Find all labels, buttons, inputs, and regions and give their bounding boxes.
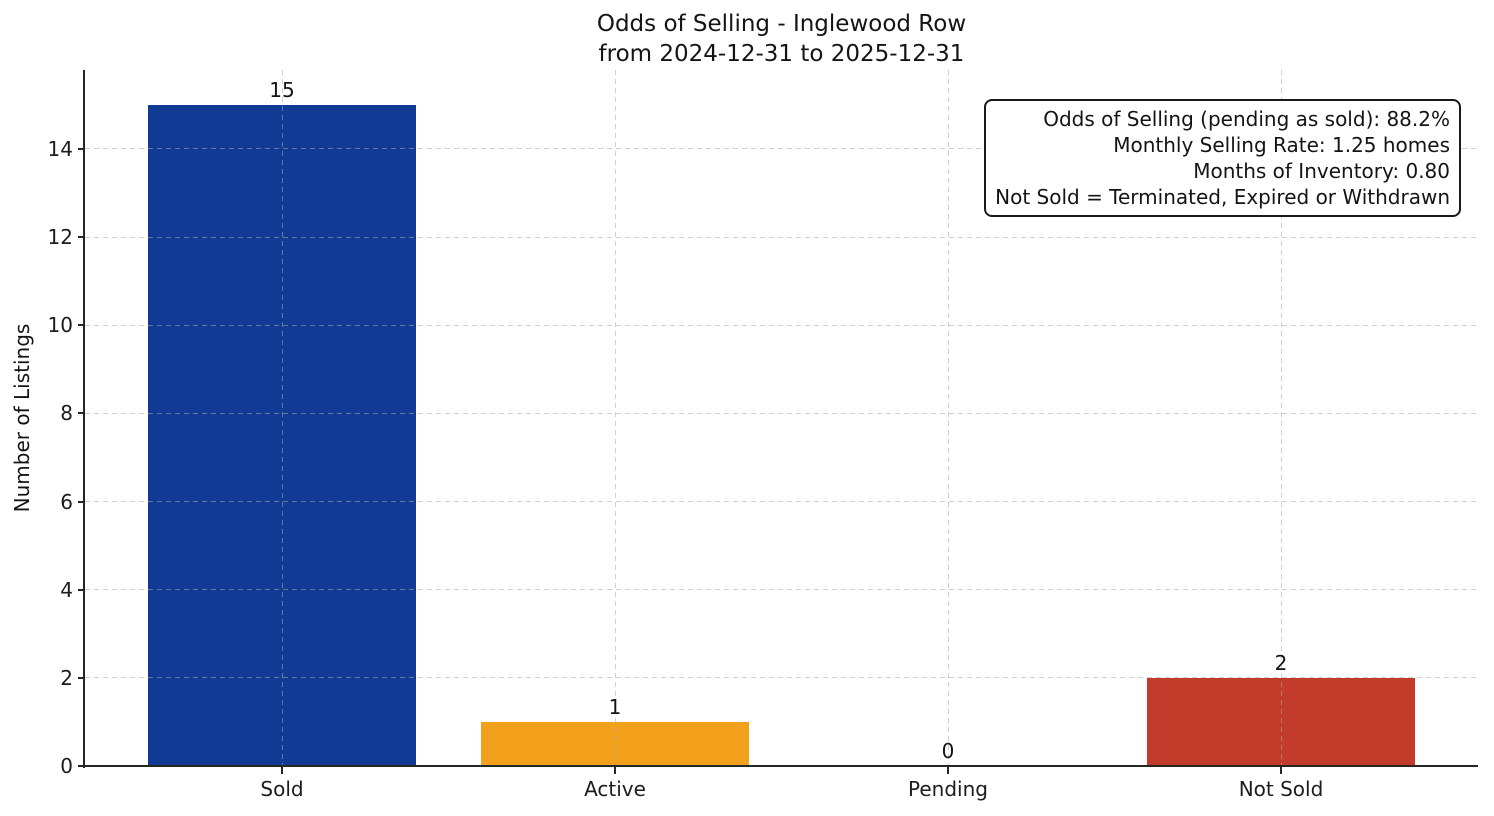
value-label-not-sold: 2: [1274, 650, 1288, 675]
y-axis-spine: [83, 70, 85, 768]
chart-title-line1: Odds of Selling - Inglewood Row: [596, 11, 967, 37]
x-tick-label-sold: Sold: [260, 777, 304, 801]
gridline-horizontal: [85, 148, 1478, 150]
y-tick-label: 10: [47, 313, 73, 338]
gridline-horizontal: [85, 589, 1478, 591]
y-tick-label: 12: [47, 225, 73, 250]
gridline-vertical: [282, 70, 283, 766]
x-tick-label-active: Active: [584, 777, 646, 801]
x-tick-label-not-sold: Not Sold: [1238, 777, 1324, 801]
x-tick-mark: [614, 767, 616, 774]
gridline-horizontal: [85, 324, 1478, 326]
chart-title: Odds of Selling - Inglewood Row from 202…: [85, 9, 1478, 69]
annotation-line: Odds of Selling (pending as sold): 88.2%: [1043, 107, 1450, 131]
stats-annotation-box: Odds of Selling (pending as sold): 88.2%…: [984, 99, 1461, 217]
x-tick-label-pending: Pending: [908, 777, 988, 801]
y-tick-label: 4: [60, 577, 73, 602]
gridline-horizontal: [85, 236, 1478, 238]
y-tick-mark: [78, 676, 85, 679]
y-tick-label: 6: [60, 489, 73, 514]
y-tick-mark: [78, 412, 85, 415]
annotation-line: Not Sold = Terminated, Expired or Withdr…: [995, 185, 1450, 209]
y-tick-label: 0: [60, 754, 73, 778]
y-tick-label: 14: [47, 136, 73, 161]
y-tick-mark: [78, 236, 85, 239]
y-tick-mark: [78, 500, 85, 503]
y-tick-mark: [78, 324, 85, 327]
gridline-vertical: [1281, 70, 1282, 766]
gridline-horizontal: [85, 412, 1478, 414]
gridline-vertical: [615, 70, 616, 766]
x-tick-mark: [947, 767, 949, 774]
annotation-line: Months of Inventory: 0.80: [1193, 159, 1450, 183]
gridline-vertical: [948, 70, 949, 766]
value-label-active: 1: [608, 694, 622, 719]
gridline-horizontal: [85, 501, 1478, 503]
gridline-horizontal: [85, 677, 1478, 679]
y-tick-mark: [78, 147, 85, 150]
y-tick-mark: [78, 588, 85, 591]
y-tick-label: 2: [60, 665, 73, 690]
x-tick-mark: [281, 767, 283, 774]
value-label-sold: 15: [269, 77, 295, 102]
annotation-line: Monthly Selling Rate: 1.25 homes: [1113, 133, 1450, 157]
y-tick-label: 8: [60, 401, 73, 426]
x-axis-spine: [83, 765, 1478, 767]
y-tick-mark: [78, 765, 85, 767]
x-tick-mark: [1280, 767, 1282, 774]
value-label-pending: 0: [941, 739, 955, 763]
chart-title-line2: from 2024-12-31 to 2025-12-31: [598, 41, 965, 67]
